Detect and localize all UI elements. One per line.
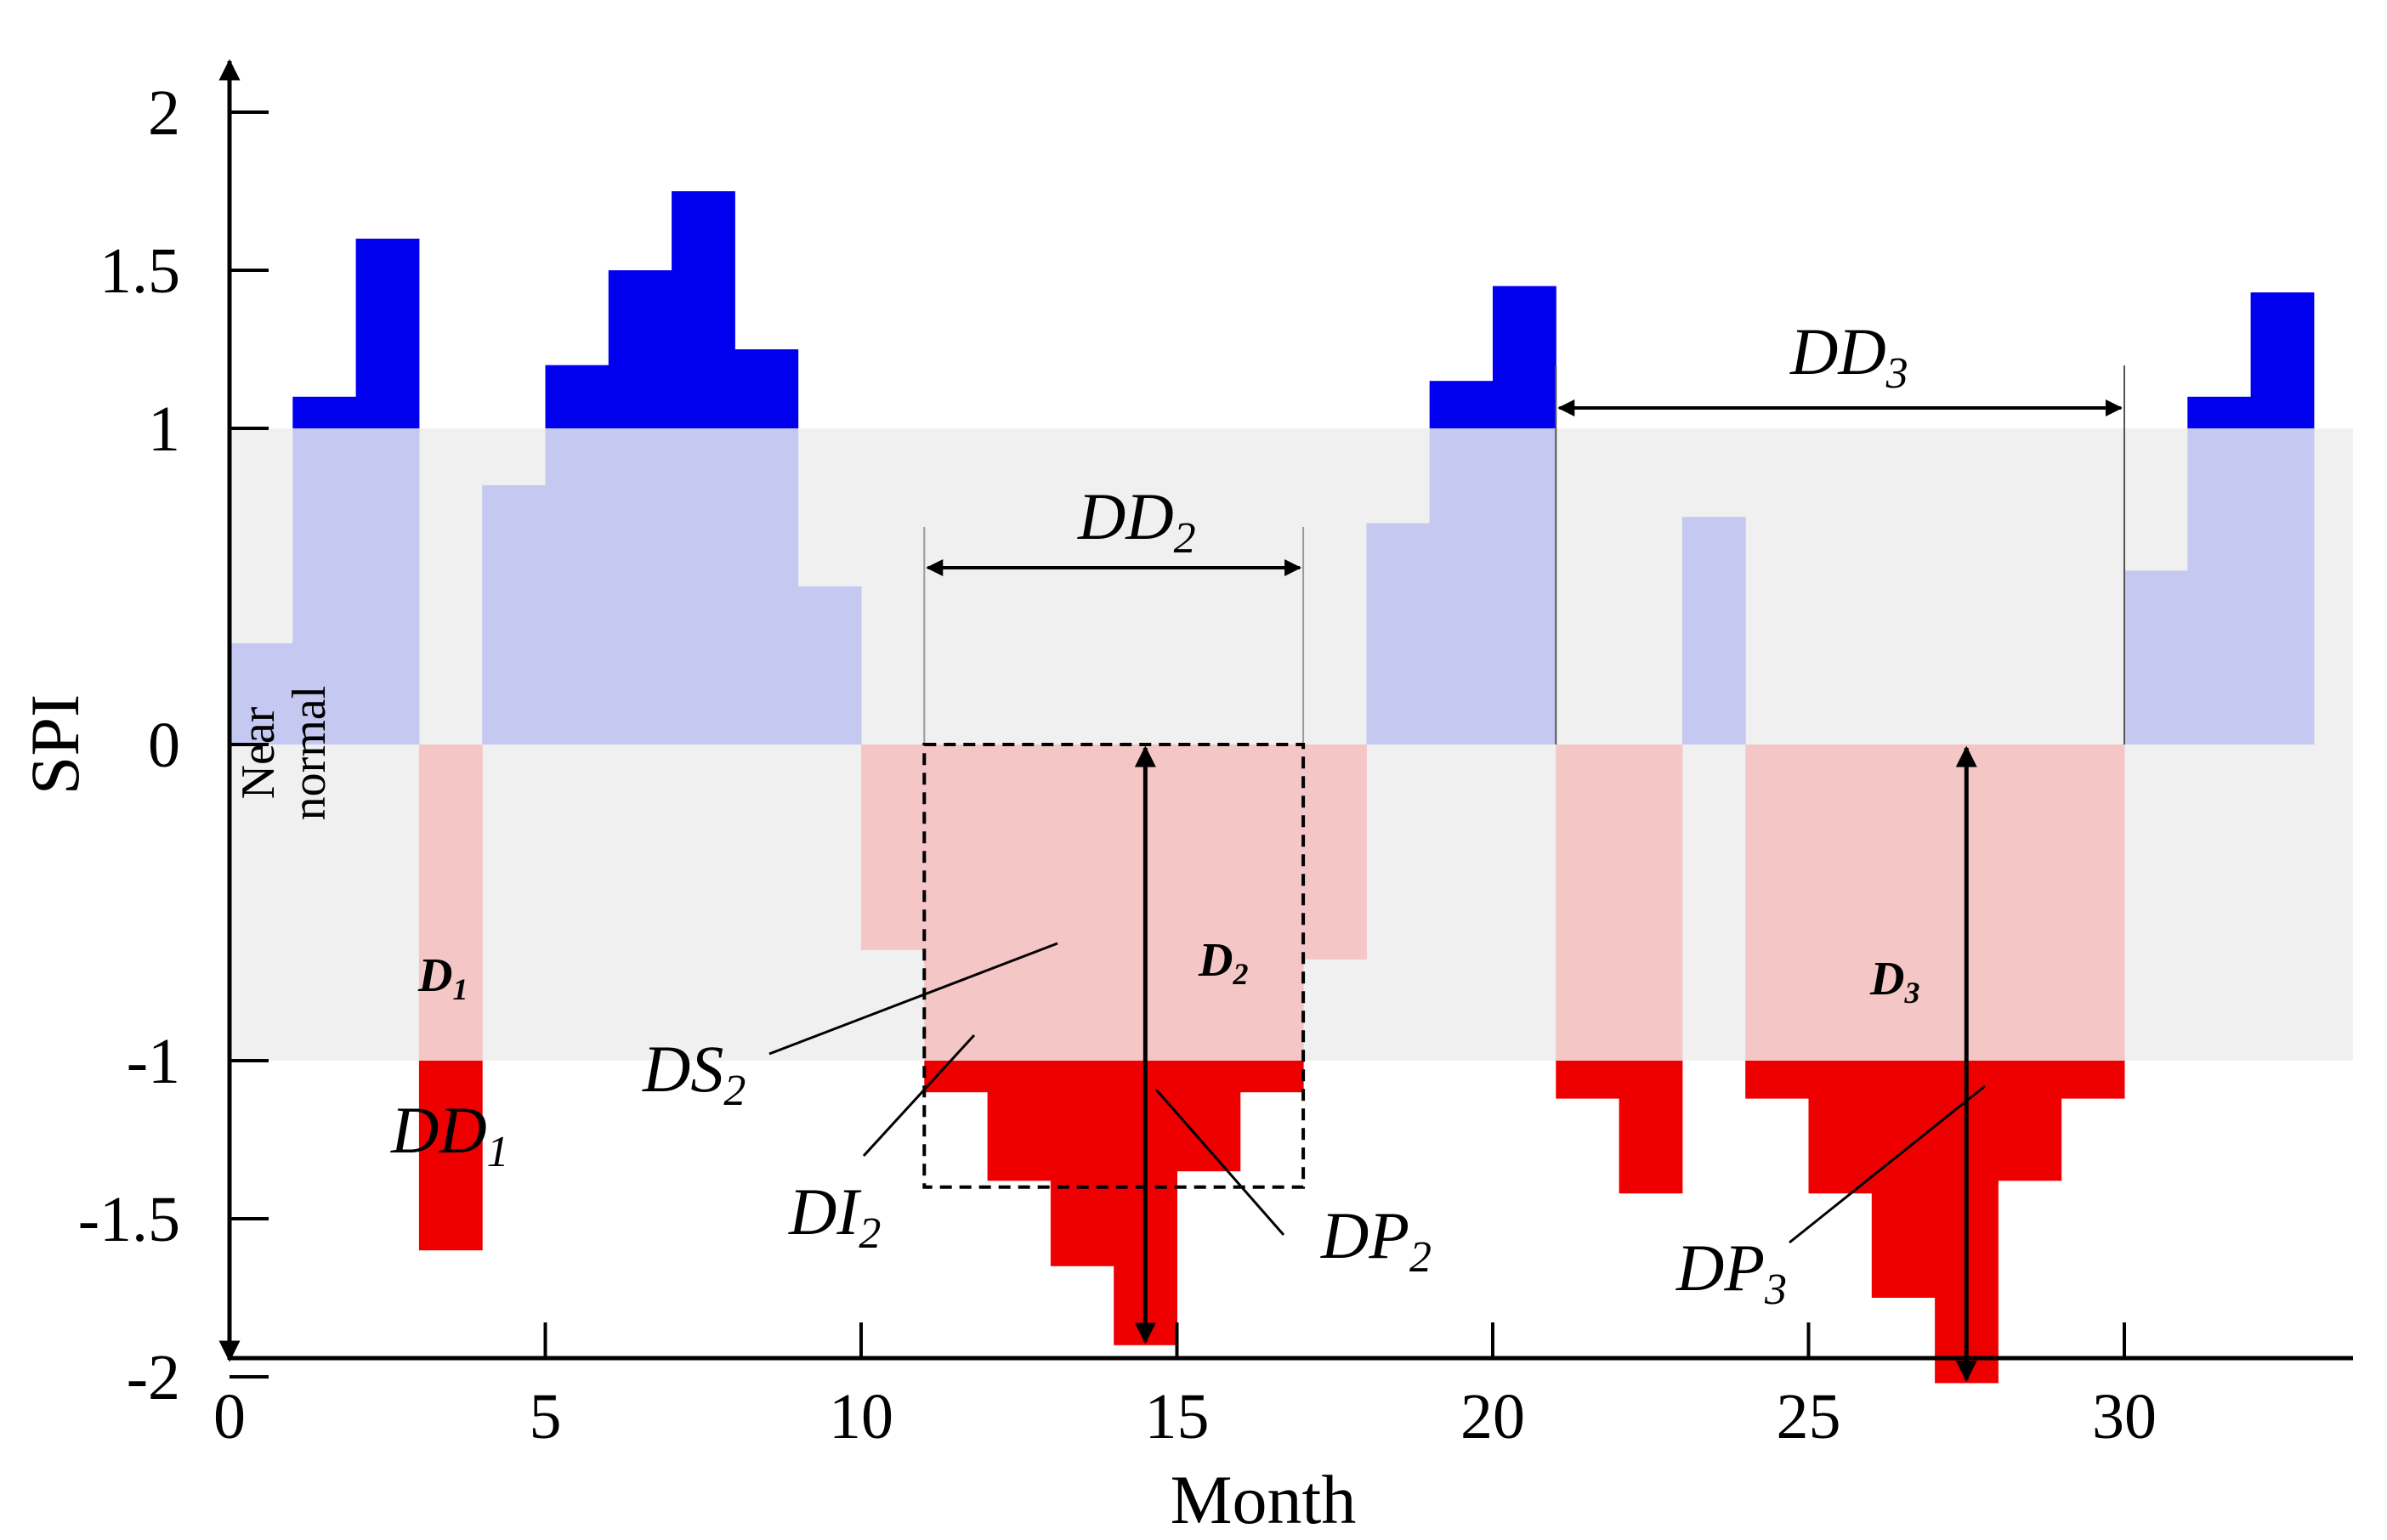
x-tick-label-15: 15 <box>1145 1381 1210 1452</box>
bar-month-29-near <box>2061 745 2125 1061</box>
x-tick-label-30: 30 <box>2092 1381 2157 1452</box>
bar-month-25-near <box>1809 745 1873 1061</box>
bar-month-6-wet <box>609 270 672 428</box>
bar-month-22-dry <box>1619 1061 1683 1193</box>
bar-month-8-near <box>734 428 798 745</box>
dd1-label: DD1 <box>390 1093 509 1176</box>
bar-month-13-dry <box>1051 1061 1114 1266</box>
bar-month-17-near <box>1303 745 1367 960</box>
x-tick-label-25: 25 <box>1777 1381 1841 1452</box>
bar-month-19-near <box>1430 428 1494 745</box>
bar-month-20-near <box>1493 428 1556 745</box>
bar-month-26-dry <box>1872 1061 1936 1298</box>
bar-month-23-near <box>1682 517 1746 745</box>
bar-month-6-near <box>609 428 672 745</box>
bar-month-28-near <box>1998 745 2061 1061</box>
y-tick-label-0: 0 <box>148 710 180 781</box>
bar-month-31-wet <box>2187 397 2251 428</box>
near-normal-line2: normal <box>283 686 336 821</box>
bar-month-12-dry <box>988 1061 1052 1180</box>
bar-month-29-dry <box>2061 1061 2125 1099</box>
bar-month-5-wet <box>546 365 610 428</box>
bar-month-2-wet <box>356 239 420 428</box>
di2-label: DI2 <box>788 1175 881 1258</box>
y-tick-label--1: -1 <box>127 1026 180 1097</box>
bar-month-12-near <box>988 745 1052 1061</box>
bar-month-31-near <box>2187 428 2251 745</box>
bar-month-16-dry <box>1240 1061 1304 1092</box>
bar-month-30-near <box>2124 570 2188 745</box>
bar-month-8-wet <box>734 349 798 428</box>
bar-month-20-wet <box>1493 286 1556 428</box>
bar-month-18-near <box>1366 524 1430 745</box>
y-tick-label-1.5: 1.5 <box>99 235 180 307</box>
x-tick-label-20: 20 <box>1460 1381 1525 1452</box>
bar-month-25-dry <box>1809 1061 1873 1193</box>
bar-month-9-near <box>798 586 862 745</box>
x-axis-title: Month <box>1171 1461 1357 1538</box>
dd3-label: DD3 <box>1789 314 1908 398</box>
bar-month-16-near <box>1240 745 1304 1061</box>
y-tick-label-1: 1 <box>148 393 180 465</box>
x-ticks-group: 0 5 10 15 20 25 30 <box>213 1322 2157 1452</box>
bar-month-4-near <box>482 485 546 745</box>
bar-month-15-near <box>1177 745 1241 1061</box>
bar-month-24-dry <box>1745 1061 1809 1099</box>
bar-month-32-near <box>2251 428 2315 745</box>
bar-month-26-near <box>1872 745 1936 1061</box>
bar-month-1-wet <box>292 397 356 428</box>
dp3-label: DP3 <box>1675 1231 1787 1314</box>
bar-month-19-wet <box>1430 381 1494 428</box>
bar-month-24-near <box>1745 745 1809 1061</box>
bar-month-13-near <box>1051 745 1114 1061</box>
bar-month-21-dry <box>1556 1061 1619 1099</box>
bar-month-32-wet <box>2251 292 2315 428</box>
dp2-label: DP2 <box>1320 1198 1432 1282</box>
bar-month-7-wet <box>672 191 735 428</box>
y-axis-title: SPI <box>16 694 94 795</box>
bar-month-11-near <box>924 745 988 1061</box>
bar-month-22-near <box>1619 745 1683 1061</box>
x-tick-label-5: 5 <box>530 1381 562 1452</box>
bar-month-10-near <box>861 745 925 950</box>
bar-month-21-near <box>1556 745 1619 1061</box>
x-tick-label-0: 0 <box>213 1381 246 1452</box>
y-tick-label--1.5: -1.5 <box>78 1184 180 1255</box>
bar-month-5-near <box>546 428 610 745</box>
x-tick-label-10: 10 <box>829 1381 893 1452</box>
bar-month-11-dry <box>924 1061 988 1092</box>
bar-month-3-near <box>419 745 483 1061</box>
bar-month-15-dry <box>1177 1061 1241 1171</box>
bar-month-7-near <box>672 428 735 745</box>
bar-month-2-near <box>356 428 420 745</box>
near-normal-line1: Near <box>232 706 285 799</box>
y-tick-label-2: 2 <box>148 77 180 149</box>
y-tick-label--2: -2 <box>127 1342 180 1413</box>
bar-month-28-dry <box>1998 1061 2061 1180</box>
